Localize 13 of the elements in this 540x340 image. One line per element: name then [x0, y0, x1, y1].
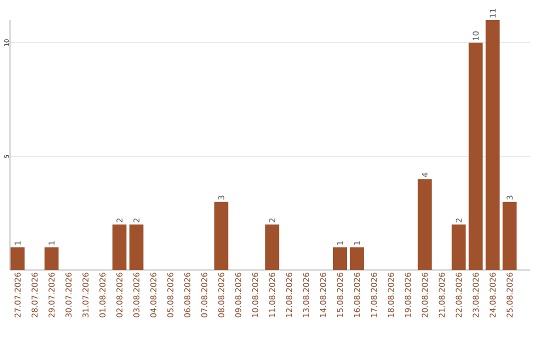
bar	[350, 247, 364, 270]
bar	[502, 202, 517, 270]
bar	[486, 20, 500, 270]
bar	[452, 224, 466, 270]
bar	[112, 224, 126, 270]
bar	[418, 179, 432, 270]
bar	[214, 202, 228, 270]
bar	[332, 247, 347, 270]
bar	[44, 247, 59, 270]
bar	[10, 247, 25, 270]
bar	[265, 224, 280, 270]
bar	[468, 42, 483, 270]
bar	[129, 224, 144, 270]
